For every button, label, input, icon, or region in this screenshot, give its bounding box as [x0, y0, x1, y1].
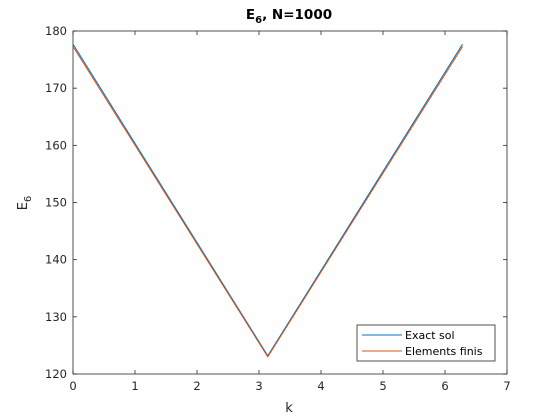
- y-tick-label: 120: [45, 367, 67, 381]
- x-axis-label: k: [285, 401, 293, 416]
- x-tick-label: 3: [255, 379, 262, 393]
- chart-title-subscript: 6: [255, 15, 262, 26]
- y-tick-label: 140: [45, 253, 67, 267]
- series-line-elements-finis: [72, 46, 463, 358]
- x-tick-label: 7: [503, 379, 510, 393]
- legend-label-exact-sol: Exact sol: [405, 329, 455, 342]
- y-tick-label: 160: [45, 138, 67, 152]
- chart-title-rest: , N=1000: [262, 7, 332, 23]
- y-tick-label: 150: [45, 196, 67, 210]
- y-tick-label: 130: [45, 310, 67, 324]
- series-line-exact-sol: [72, 43, 463, 357]
- y-tick-label: 170: [45, 81, 67, 95]
- y-axis-label-main: E: [16, 202, 31, 210]
- x-tick-label: 6: [441, 379, 448, 393]
- x-tick-label: 5: [379, 379, 386, 393]
- y-axis-label: E6: [16, 196, 34, 211]
- legend-box: [356, 324, 496, 362]
- x-tick-label: 4: [317, 379, 324, 393]
- y-tick-label: 180: [45, 24, 67, 38]
- y-axis-label-subscript: 6: [23, 196, 34, 202]
- x-tick-label: 2: [193, 379, 200, 393]
- chart-title: E6, N=1000: [246, 7, 332, 26]
- plot-area: 0 1 2 3 4 5 6 7 120 130 140 150 160 170 180: [45, 24, 511, 393]
- legend-label-elements-finis: Elements finis: [405, 345, 483, 358]
- x-tick-label: 1: [131, 379, 138, 393]
- x-tick-label: 0: [69, 379, 76, 393]
- legend: Exact sol Elements finis: [356, 324, 496, 362]
- chart-title-main: E: [246, 7, 255, 23]
